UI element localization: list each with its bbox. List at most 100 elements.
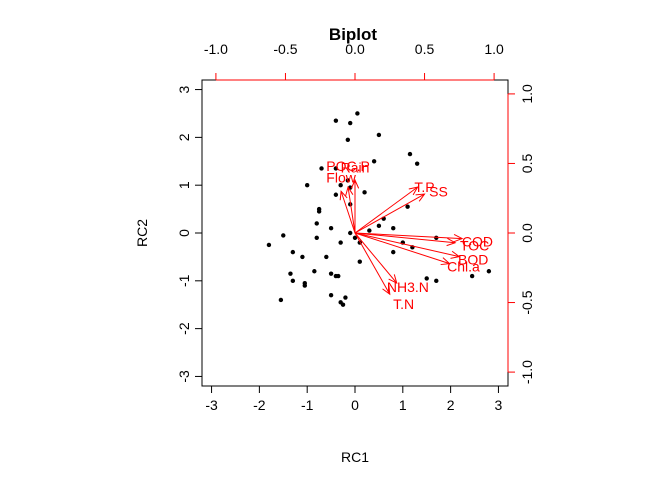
loading-label: T.P bbox=[414, 179, 434, 195]
score-point bbox=[333, 166, 339, 171]
x-tick-label: -1 bbox=[301, 397, 314, 413]
score-point bbox=[314, 235, 319, 240]
score-point bbox=[314, 221, 319, 226]
x-axis-label: RC1 bbox=[341, 449, 369, 465]
loading-arrow bbox=[354, 232, 463, 240]
top-tick-label: 0.0 bbox=[345, 41, 365, 57]
top-axis: -1.0 -0.5 0.0 0.5 1.0 bbox=[204, 41, 504, 81]
loading-arrow bbox=[354, 232, 450, 265]
score-point bbox=[355, 111, 360, 116]
loading-arrowhead bbox=[339, 190, 348, 201]
score-point bbox=[434, 278, 439, 284]
score-point bbox=[324, 254, 329, 260]
score-point bbox=[345, 137, 351, 142]
score-point bbox=[300, 254, 305, 260]
top-tick-label: 0.5 bbox=[415, 41, 435, 57]
score-point bbox=[352, 235, 358, 240]
score-point bbox=[333, 192, 339, 197]
loading-label: Rain bbox=[341, 160, 370, 176]
right-axis: -1.0 -0.5 0.0 0.5 1.0 bbox=[507, 84, 535, 384]
loading-arrowhead bbox=[382, 285, 391, 296]
loading-arrowhead bbox=[440, 257, 451, 266]
score-point bbox=[304, 182, 310, 188]
y-tick-label: -2 bbox=[176, 322, 192, 335]
points-layer bbox=[266, 111, 492, 307]
score-point bbox=[391, 249, 396, 255]
score-point bbox=[266, 242, 272, 248]
score-point bbox=[328, 292, 334, 298]
score-point bbox=[319, 166, 324, 171]
score-point bbox=[405, 204, 410, 209]
score-point bbox=[290, 249, 296, 255]
score-point bbox=[371, 159, 377, 164]
loading-arrowhead bbox=[408, 186, 419, 196]
bottom-axis: -3 -2 -1 0 1 2 3 bbox=[205, 385, 503, 413]
score-point bbox=[340, 302, 346, 307]
score-point bbox=[424, 276, 429, 281]
score-point bbox=[312, 269, 317, 274]
score-point bbox=[391, 226, 396, 231]
loading-label: NH3.N bbox=[387, 279, 429, 295]
loading-label: BOD bbox=[458, 251, 488, 267]
y-tick-label: -3 bbox=[176, 370, 192, 383]
loading-label: T.N bbox=[393, 296, 414, 312]
score-point bbox=[376, 223, 382, 229]
score-point bbox=[336, 273, 341, 279]
score-point bbox=[362, 190, 367, 195]
score-point bbox=[338, 182, 343, 188]
x-tick-label: -3 bbox=[205, 397, 218, 413]
arrows-layer bbox=[339, 178, 464, 296]
loading-label: POC.P bbox=[326, 158, 370, 174]
score-point bbox=[348, 120, 353, 126]
x-tick-label: 1 bbox=[399, 397, 407, 413]
score-point bbox=[281, 233, 286, 238]
loading-arrow bbox=[347, 187, 356, 234]
loading-label: SS bbox=[429, 183, 448, 199]
top-tick-label: -1.0 bbox=[204, 41, 228, 57]
score-point bbox=[345, 178, 351, 183]
loading-arrow bbox=[354, 232, 391, 295]
x-tick-label: 3 bbox=[495, 397, 503, 413]
y-tick-label: 0 bbox=[176, 229, 192, 237]
score-point bbox=[469, 273, 475, 279]
loading-label: COD bbox=[462, 233, 493, 249]
loading-label: TOC bbox=[460, 238, 489, 254]
loading-arrow bbox=[354, 232, 398, 284]
score-point bbox=[328, 271, 334, 276]
score-point bbox=[367, 228, 372, 233]
score-point bbox=[290, 278, 296, 284]
score-point bbox=[486, 269, 492, 274]
score-point bbox=[376, 132, 382, 138]
top-tick-label: -0.5 bbox=[273, 41, 297, 57]
loading-arrowhead bbox=[345, 185, 354, 196]
left-axis: -3 -2 -1 0 1 2 3 bbox=[176, 85, 203, 383]
score-point bbox=[348, 230, 353, 236]
loading-label: Flow bbox=[326, 169, 356, 185]
x-tick-label: 0 bbox=[351, 397, 359, 413]
y-tick-label: 1 bbox=[176, 181, 192, 189]
score-point bbox=[302, 283, 307, 288]
score-point bbox=[278, 297, 284, 303]
right-tick-label: 0.0 bbox=[519, 223, 535, 243]
loading-arrow bbox=[354, 186, 418, 234]
y-tick-label: -1 bbox=[176, 274, 192, 287]
loading-arrowhead bbox=[388, 274, 398, 285]
score-point bbox=[343, 295, 348, 300]
right-tick-label: 1.0 bbox=[519, 84, 535, 104]
score-point bbox=[333, 118, 339, 123]
chart-title: Biplot bbox=[329, 25, 377, 44]
loading-arrowhead bbox=[415, 193, 426, 202]
top-tick-label: 1.0 bbox=[484, 41, 504, 57]
loading-arrowhead bbox=[446, 237, 457, 247]
score-point bbox=[338, 240, 343, 245]
x-tick-label: 2 bbox=[447, 397, 455, 413]
score-point bbox=[357, 259, 362, 264]
right-tick-label: 0.5 bbox=[519, 154, 535, 174]
x-tick-label: -2 bbox=[253, 397, 266, 413]
y-tick-label: 2 bbox=[176, 133, 192, 141]
loading-arrowhead bbox=[453, 234, 464, 243]
score-point bbox=[328, 226, 334, 231]
loading-arrow bbox=[354, 232, 456, 244]
